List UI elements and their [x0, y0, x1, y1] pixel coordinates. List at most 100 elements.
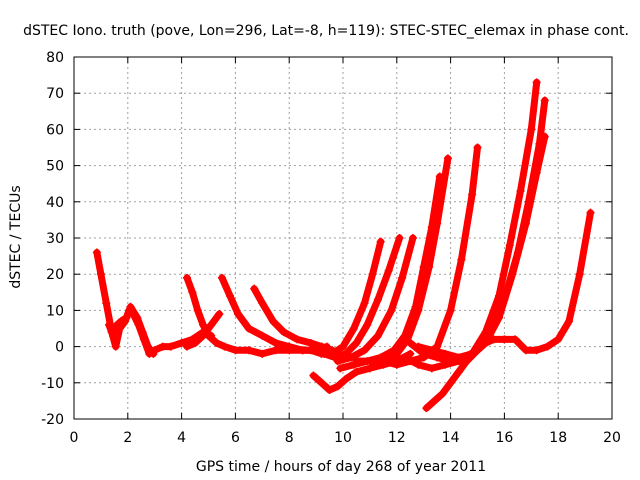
- data-point: [269, 317, 278, 326]
- data-point: [188, 288, 197, 297]
- data-point: [532, 346, 541, 355]
- data-point: [109, 331, 118, 340]
- data-point: [427, 364, 436, 373]
- data-point: [207, 320, 216, 329]
- data-point: [199, 331, 208, 340]
- y-tick-label: 10: [46, 303, 64, 319]
- data-point: [540, 132, 549, 141]
- data-point: [454, 353, 463, 362]
- data-point: [250, 284, 259, 293]
- data-point: [231, 346, 240, 355]
- y-tick-label: 20: [46, 267, 64, 283]
- data-point: [406, 338, 415, 347]
- data-point: [271, 338, 280, 347]
- y-tick-label: -20: [41, 412, 64, 428]
- data-point: [182, 342, 191, 351]
- y-tick-label: 30: [46, 231, 64, 247]
- data-point: [347, 353, 356, 362]
- data-point: [217, 273, 226, 282]
- data-point: [352, 367, 361, 376]
- data-point: [446, 306, 455, 315]
- chart-title: dSTEC Iono. truth (pove, Lon=296, Lat=-8…: [23, 23, 629, 39]
- series-trace: [309, 350, 414, 394]
- x-tick-label: 18: [549, 430, 567, 446]
- data-point: [495, 291, 504, 300]
- data-point: [271, 346, 280, 355]
- data-point: [532, 78, 541, 87]
- data-point: [430, 396, 439, 405]
- y-tick-label: 40: [46, 195, 64, 211]
- data-point: [554, 335, 563, 344]
- data-point: [454, 367, 463, 376]
- data-point: [532, 168, 541, 177]
- data-point: [392, 357, 401, 366]
- axis-ticks: 0 2 4 6 8 10 12 14 16 18 20 -20 -10 0 10 20 30 40 50 60 70 80: [41, 50, 621, 446]
- data-point: [376, 237, 385, 246]
- data-point: [317, 378, 326, 387]
- y-tick-label: 80: [46, 50, 64, 66]
- data-point: [199, 320, 208, 329]
- data-point: [543, 342, 552, 351]
- data-point: [481, 338, 490, 347]
- data-series: [422, 208, 595, 413]
- data-point: [443, 154, 452, 163]
- data-point: [244, 346, 253, 355]
- data-point: [182, 273, 191, 282]
- data-point: [258, 349, 267, 358]
- data-point: [258, 331, 267, 340]
- data-point: [441, 349, 450, 358]
- data-series: [250, 284, 337, 355]
- data-point: [177, 338, 186, 347]
- data-point: [457, 255, 466, 264]
- data-point: [425, 262, 434, 271]
- data-point: [352, 357, 361, 366]
- y-tick-label: 50: [46, 159, 64, 175]
- data-point: [368, 270, 377, 279]
- data-point: [143, 342, 152, 351]
- data-point: [96, 270, 105, 279]
- data-series: [182, 310, 224, 351]
- data-point: [540, 96, 549, 105]
- data-point: [468, 190, 477, 199]
- data-point: [373, 331, 382, 340]
- data-point: [191, 338, 200, 347]
- x-tick-label: 4: [177, 430, 186, 446]
- x-tick-label: 10: [334, 430, 352, 446]
- data-point: [422, 404, 431, 413]
- data-point: [104, 320, 113, 329]
- y-tick-label: 70: [46, 86, 64, 102]
- data-point: [317, 342, 326, 351]
- data-point: [336, 364, 345, 373]
- y-tick-label: 60: [46, 122, 64, 138]
- data-point: [226, 291, 235, 300]
- data-point: [149, 349, 158, 358]
- data-point: [462, 357, 471, 366]
- data-point: [414, 342, 423, 351]
- data-point: [508, 270, 517, 279]
- data-point: [505, 241, 514, 250]
- data-point: [258, 299, 267, 308]
- data-point: [92, 248, 101, 257]
- data-point: [365, 357, 374, 366]
- series-trace: [422, 209, 594, 412]
- data-point: [166, 342, 175, 351]
- data-point: [379, 360, 388, 369]
- data-point: [306, 346, 315, 355]
- data-point: [500, 335, 509, 344]
- x-tick-label: 0: [70, 430, 79, 446]
- series-trace: [105, 303, 157, 358]
- data-point: [352, 338, 361, 347]
- data-point: [293, 335, 302, 344]
- data-point: [333, 357, 342, 366]
- data-point: [122, 313, 131, 322]
- data-point: [220, 342, 229, 351]
- data-point: [564, 317, 573, 326]
- data-point: [446, 378, 455, 387]
- data-point: [395, 234, 404, 242]
- data-point: [133, 313, 142, 322]
- data-point: [158, 342, 167, 351]
- data-point: [363, 320, 372, 329]
- x-tick-label: 14: [442, 430, 460, 446]
